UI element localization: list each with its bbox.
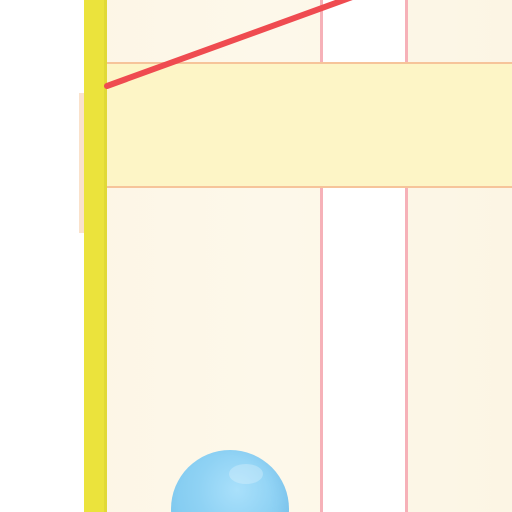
- lane-line-right: [405, 0, 408, 512]
- lane-line-left: [320, 0, 323, 512]
- ball-shine: [229, 464, 263, 484]
- platform: [84, 62, 512, 188]
- left-margin: [0, 0, 84, 512]
- vertical-rail: [84, 0, 107, 512]
- platform-shadow: [79, 93, 87, 233]
